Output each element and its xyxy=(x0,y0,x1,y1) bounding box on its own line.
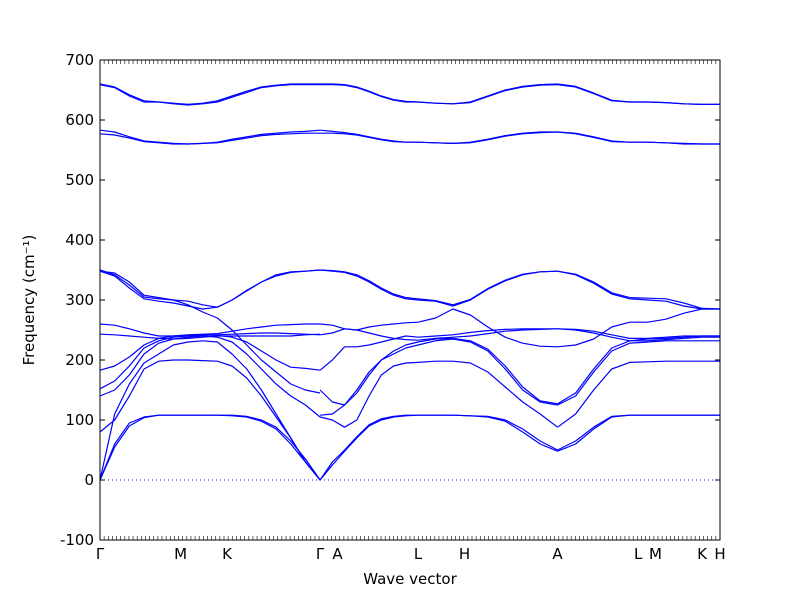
branch-gamma-k-5-0 xyxy=(99,269,321,394)
x-tick-label: A xyxy=(552,545,563,563)
plot-background xyxy=(100,60,720,540)
y-axis-label: Frequency (cm⁻¹) xyxy=(20,235,38,366)
segment-a-l-branch-9 xyxy=(320,269,419,300)
dispersion-curves xyxy=(99,83,721,481)
x-tick-label: M xyxy=(649,545,662,563)
branch-gamma-k-3-1 xyxy=(99,333,321,340)
x-tick-label: K xyxy=(222,545,233,563)
y-tick-label: 0 xyxy=(84,471,94,489)
y-tick-label: 700 xyxy=(65,51,94,69)
x-tick-label: M xyxy=(174,545,187,563)
branch-gamma-k-1-1 xyxy=(99,359,321,481)
x-tick-label: A xyxy=(332,545,343,563)
x-tick-label: K xyxy=(697,545,708,563)
branch-gamma-k-0-1 xyxy=(99,414,321,481)
x-tick-label: L xyxy=(634,545,643,563)
segment-l-a-branch-6 xyxy=(417,328,558,341)
segment-a-l-branch-6 xyxy=(320,328,419,341)
segment-a-h-branch-3 xyxy=(557,340,720,406)
segment-a-l-branch-7 xyxy=(320,321,419,331)
y-tick-label: 300 xyxy=(65,291,94,309)
segment-l-a-branch-2 xyxy=(418,360,558,428)
y-tick-label: 500 xyxy=(65,171,94,189)
y-tick-label: -100 xyxy=(60,531,94,549)
y-tick-label: 100 xyxy=(65,411,94,429)
x-tick-label: L xyxy=(414,545,423,563)
segment-l-a-branch-13 xyxy=(418,84,558,105)
segment-l-a-branch-7 xyxy=(417,308,558,348)
segment-a-h-branch-6 xyxy=(557,328,720,342)
segment-a-h-branch-7 xyxy=(557,308,720,348)
segment-a-l-branch-3 xyxy=(320,344,419,416)
branch-gamma-k-6-1 xyxy=(99,132,321,145)
segment-a-h-branch-9 xyxy=(557,270,721,310)
segment-a-l-branch-5 xyxy=(319,335,419,371)
segment-a-h-branch-2 xyxy=(557,360,720,428)
x-tick-label: H xyxy=(459,545,470,563)
segment-a-h-branch-5 xyxy=(557,328,720,339)
segment-l-a-branch-9 xyxy=(417,270,558,306)
segment-a-l-branch-2 xyxy=(319,361,419,428)
segment-l-a-branch-4 xyxy=(417,337,558,405)
x-tick-label: Γ xyxy=(316,545,325,563)
y-axis-ticks: -100 0 100 200 300 400 500 600 700 xyxy=(60,51,720,549)
segment-l-a-branch-11 xyxy=(418,131,558,144)
x-axis-label: Wave vector xyxy=(363,570,457,588)
segment-a-h-branch-1 xyxy=(557,414,720,451)
x-tick-label: Γ xyxy=(96,545,105,563)
y-tick-label: 400 xyxy=(65,231,94,249)
segment-a-l-branch-11 xyxy=(320,132,419,143)
segment-a-l-branch-13 xyxy=(320,84,419,103)
segment-a-h-branch-11 xyxy=(557,131,720,145)
branch-gamma-k-5-1 xyxy=(99,269,321,308)
branch-gamma-k-1-0 xyxy=(99,340,321,481)
segment-l-a-branch-3 xyxy=(417,338,558,406)
y-tick-label: 200 xyxy=(65,351,94,369)
x-tick-label: H xyxy=(714,545,725,563)
segment-a-h-branch-8 xyxy=(557,270,720,310)
y-tick-label: 600 xyxy=(65,111,94,129)
segment-l-a-branch-5 xyxy=(418,328,558,338)
segment-a-h-branch-13 xyxy=(557,84,720,105)
segment-a-l-branch-4 xyxy=(319,341,419,406)
segment-a-l-branch-1 xyxy=(319,414,419,481)
branch-gamma-k-7-1 xyxy=(99,84,321,106)
branch-gamma-k-3-0 xyxy=(99,323,321,371)
branch-gamma-k-4-0 xyxy=(99,323,321,371)
segment-l-a-branch-1 xyxy=(418,414,558,451)
branch-gamma-k-4-1 xyxy=(99,269,321,310)
